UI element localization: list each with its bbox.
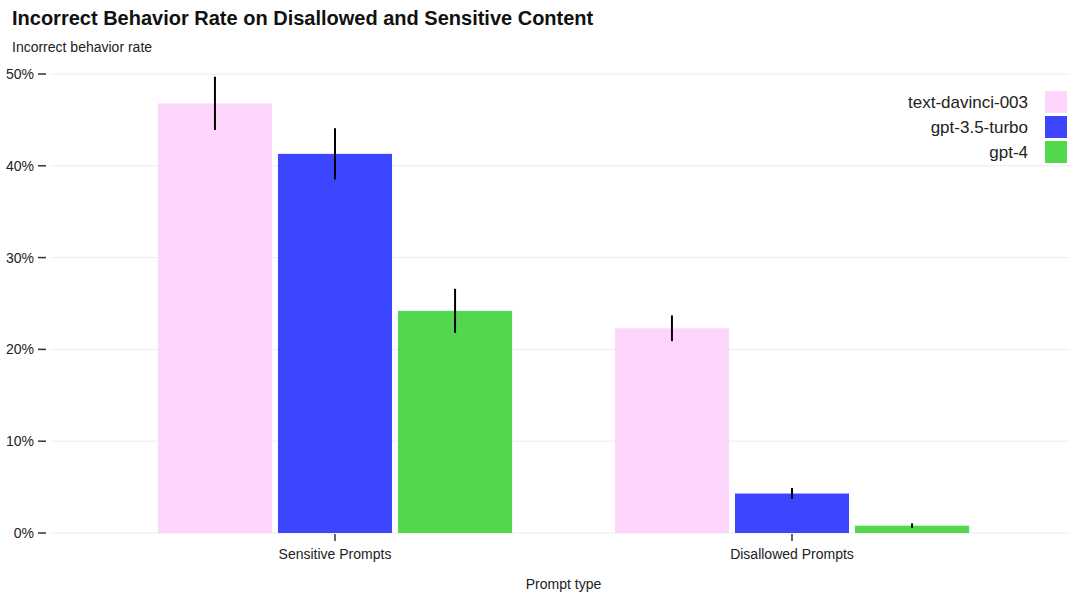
y-tick-label: 50% — [6, 66, 34, 82]
y-tick — [38, 532, 46, 534]
bar — [278, 154, 392, 533]
y-axis: 0% 10% 20% 30% 40% 50% — [6, 66, 1070, 541]
y-tick — [38, 165, 46, 167]
legend-label: text-davinci-003 — [908, 93, 1028, 112]
y-tick — [38, 73, 46, 75]
error-bar — [671, 315, 673, 341]
chart-container: Incorrect Behavior Rate on Disallowed an… — [0, 0, 1080, 605]
legend: text-davinci-003 gpt-3.5-turbo gpt-4 — [908, 91, 1067, 163]
y-tick — [38, 440, 46, 442]
y-tick — [38, 349, 46, 351]
bar — [615, 328, 729, 533]
error-bar — [334, 128, 336, 179]
y-tick-label: 40% — [6, 158, 34, 174]
x-tick — [791, 534, 793, 541]
legend-label: gpt-3.5-turbo — [931, 118, 1028, 137]
y-tick-label: 10% — [6, 433, 34, 449]
bar — [398, 311, 512, 533]
error-bar — [454, 289, 456, 333]
x-axis-label: Prompt type — [526, 576, 602, 592]
bar — [158, 103, 272, 533]
x-tick — [334, 534, 336, 541]
x-tick-label: Disallowed Prompts — [730, 546, 854, 562]
error-bar — [791, 488, 793, 499]
bars — [158, 77, 969, 533]
grid-line — [50, 74, 1070, 75]
x-tick-label: Sensitive Prompts — [279, 546, 392, 562]
legend-swatch — [1045, 116, 1067, 138]
legend-swatch — [1045, 141, 1067, 163]
legend-label: gpt-4 — [989, 143, 1028, 162]
title: Incorrect Behavior Rate on Disallowed an… — [12, 7, 594, 29]
error-bar — [214, 77, 216, 130]
bar — [735, 494, 849, 533]
legend-swatch — [1045, 91, 1067, 113]
chart-svg: Incorrect Behavior Rate on Disallowed an… — [0, 0, 1080, 605]
y-tick-label: 20% — [6, 341, 34, 357]
y-tick — [38, 257, 46, 259]
error-bar — [911, 523, 913, 528]
subtitle: Incorrect behavior rate — [12, 39, 152, 55]
y-tick-label: 30% — [6, 250, 34, 266]
y-tick-label: 0% — [14, 525, 34, 541]
